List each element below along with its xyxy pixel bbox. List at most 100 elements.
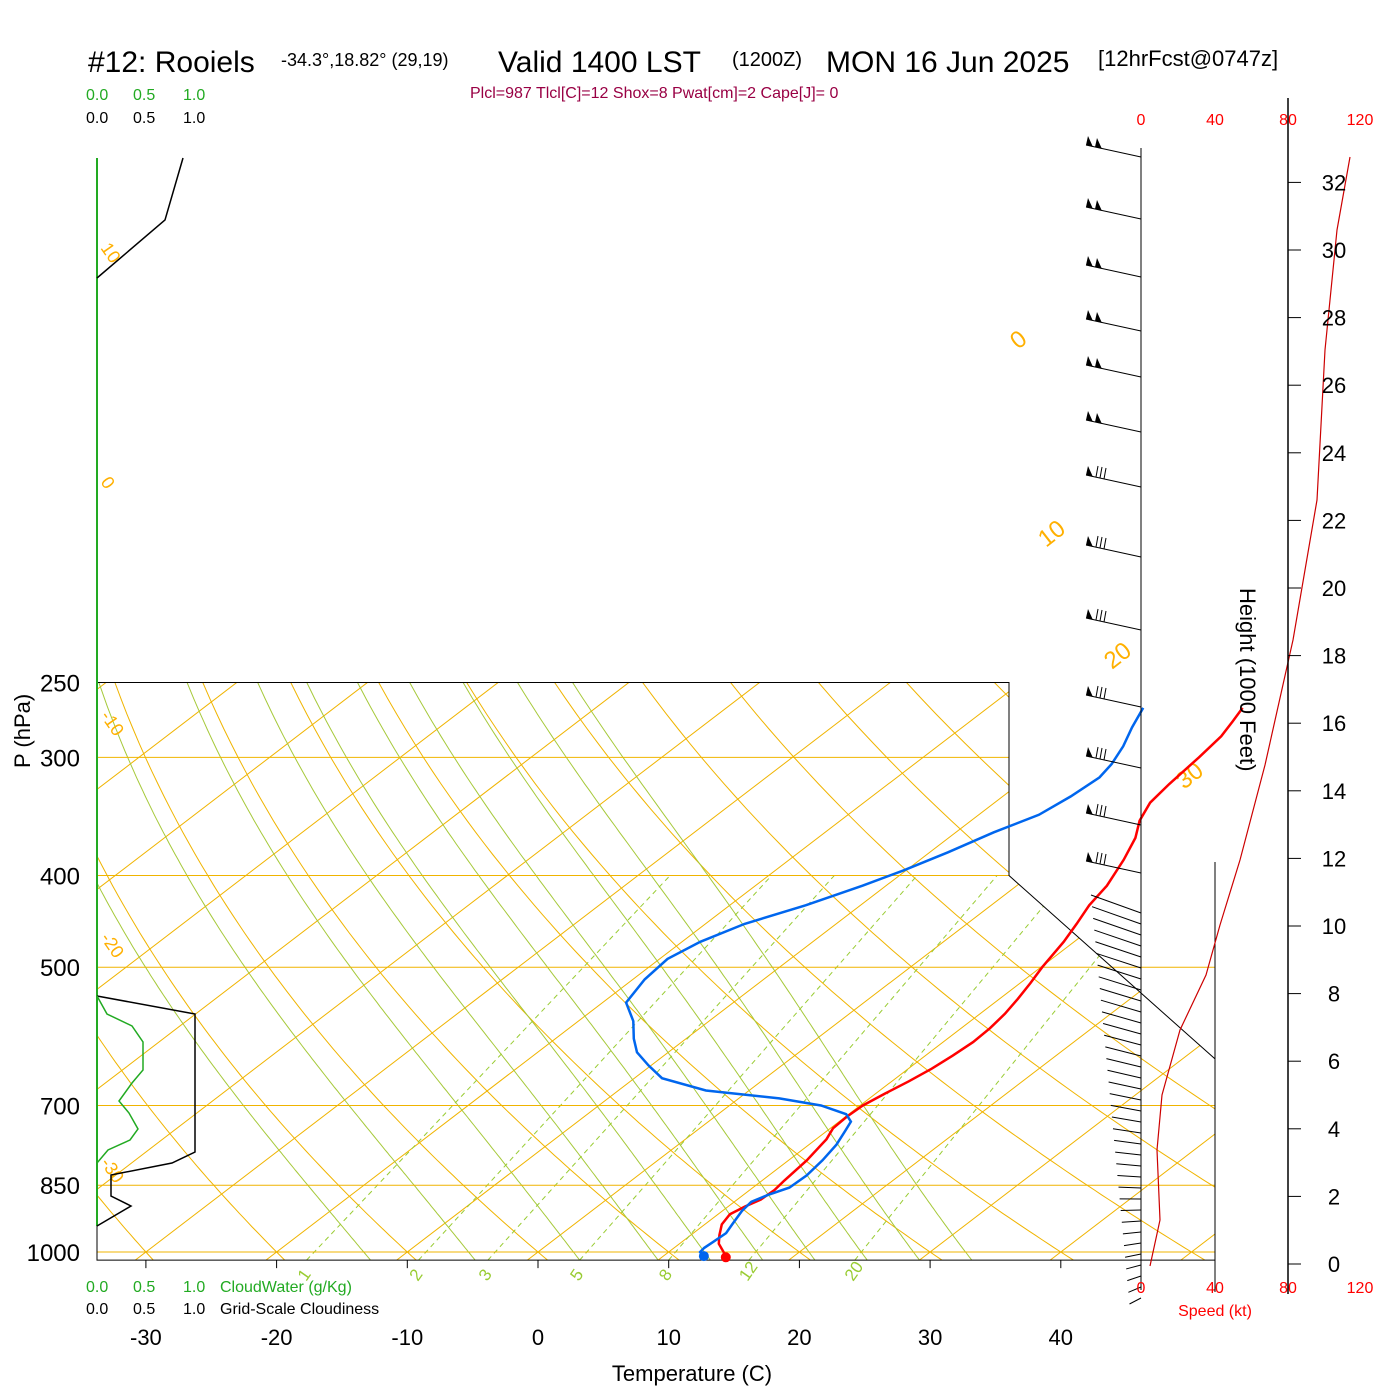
y-axis-label: P (hPa) (10, 694, 35, 768)
wind-barb-shaft (1117, 1174, 1142, 1178)
height-tick-label: 6 (1328, 1049, 1340, 1074)
wind-barb-feather (1103, 537, 1107, 550)
cloudwater-tick-bottom-0: 0.0 (86, 1279, 108, 1296)
mixing-ratio-label: 20 (841, 1258, 867, 1284)
height-tick-label: 18 (1322, 644, 1346, 669)
height-tick-label: 12 (1322, 846, 1346, 871)
wind-barb-feather (1103, 687, 1107, 700)
wind-barb-shaft (1085, 206, 1142, 220)
temperature-tick-label: 40 (1049, 1325, 1073, 1350)
adiabat-label: 20 (1099, 637, 1137, 675)
cloudwater-label: CloudWater (g/Kg) (220, 1279, 352, 1296)
height-tick-label: 30 (1322, 238, 1346, 263)
wind-barb-feather (1095, 746, 1099, 759)
isotherm-line (97, 682, 760, 1261)
wind-barb-feather (1103, 748, 1107, 761)
speed-axis-label: Speed (kt) (1178, 1303, 1252, 1320)
dry-adiabat (97, 682, 417, 1261)
wind-barb-pennant (1086, 804, 1093, 815)
temperature-tick-label: 20 (787, 1325, 811, 1350)
dewpoint-trace (624, 707, 1145, 1257)
wind-barb-shaft (1085, 318, 1142, 332)
forecast-run: [12hrFcst@0747z] (1098, 46, 1278, 71)
wind-barb-shaft (1114, 1139, 1142, 1145)
wind-barb-shaft (1128, 1286, 1142, 1293)
wind-barb-feather (1099, 747, 1103, 760)
wind-barb-shaft (1127, 1275, 1142, 1282)
cloud-panel: 0.0 0.5 1.0 0.0 0.5 1.0 0.0 0.5 1.0 Clou… (86, 87, 379, 1318)
cloudiness-tick-bottom-2: 1.0 (183, 1301, 205, 1318)
height-tick-label: 24 (1322, 441, 1346, 466)
wind-barb-feather (1095, 465, 1099, 478)
height-axis-label: Height (1000 Feet) (1235, 588, 1260, 771)
wind-barb-shaft (1085, 812, 1142, 826)
sounding-series (624, 707, 1244, 1263)
wind-barb-shaft (1106, 1058, 1142, 1068)
wind-barb-shaft (1094, 929, 1142, 947)
wind-barb-pennant (1095, 258, 1102, 269)
wind-barb-pennant (1086, 310, 1093, 321)
height-tick-label: 8 (1328, 982, 1340, 1007)
wind-barb-feather (1095, 803, 1099, 816)
wind-barb-shaft (1108, 1081, 1142, 1090)
wind-barb-shaft (1126, 1264, 1142, 1270)
wind-barb-shaft (1085, 755, 1142, 769)
moist-adiabat (97, 682, 371, 1261)
dry-adiabat (114, 682, 548, 1261)
cloudwater-tick-bottom-2: 1.0 (183, 1279, 205, 1296)
wind-barb-shaft (1095, 941, 1142, 958)
wind-barb-feather (1095, 685, 1099, 698)
dry-adiabat (0, 683, 22, 1261)
pressure-tick-label: 250 (40, 670, 80, 697)
cloudiness-tick-top-0: 0.0 (86, 110, 108, 127)
cloudwater-tick-top-2: 1.0 (183, 87, 205, 104)
wind-barb-shaft (1121, 1220, 1142, 1223)
wind-barb-shaft (1123, 1242, 1142, 1247)
forecast-date: MON 16 Jun 2025 (826, 46, 1069, 79)
mixing-ratio-line (306, 875, 671, 1261)
station-coords: -34.3°,18.82° (29,19) (281, 50, 449, 70)
wind-barb-shaft (1122, 1231, 1142, 1235)
mixing-ratio-label: 2 (406, 1266, 427, 1285)
isotherm-line (657, 682, 1215, 1261)
wind-barb-pennant (1086, 356, 1093, 367)
wind-barb-shaft (1100, 999, 1142, 1013)
speed-tick-top: 0 (1137, 112, 1146, 129)
adiabat-label: 0 (1005, 325, 1032, 355)
wind-barb-feather (1103, 805, 1107, 818)
wind-barb-feather (1095, 535, 1099, 548)
height-tick-label: 0 (1328, 1252, 1340, 1277)
wind-barb-shaft (1109, 1093, 1142, 1101)
wind-barb-pennant (1086, 198, 1093, 209)
speed-tick-bottom: 120 (1347, 1280, 1374, 1297)
pressure-tick-label: 700 (40, 1093, 80, 1120)
dry-adiabat (202, 682, 680, 1261)
wind-barb-shaft (1085, 474, 1142, 488)
moist-adiabat (357, 682, 764, 1261)
pressure-tick-label: 850 (40, 1173, 80, 1200)
wind-barb-shaft (1085, 144, 1142, 158)
station-name: #12: Rooiels (88, 46, 255, 79)
wind-barb-shaft (1115, 1151, 1142, 1156)
cloudwater-tick-top-1: 0.5 (133, 87, 155, 104)
wind-barbs (1085, 136, 1142, 1305)
wind-barb-shaft (1104, 1034, 1142, 1046)
wind-barb-shaft (1129, 1297, 1142, 1305)
speed-tick-bottom: 0 (1137, 1280, 1146, 1297)
wind-barb-pennant (1086, 136, 1093, 147)
pressure-tick-label: 1000 (27, 1240, 80, 1267)
wind-barb-pennant (1086, 852, 1093, 863)
height-tick-label: 32 (1322, 170, 1346, 195)
moist-adiabat (517, 682, 920, 1261)
pressure-tick-label: 500 (40, 955, 80, 982)
wind-barb-shaft (1102, 1023, 1142, 1035)
surface-dewpoint-dot (698, 1251, 709, 1262)
isotherm-line (97, 682, 368, 1261)
wind-barb-shaft (1085, 860, 1142, 874)
wind-barb-pennant (1086, 536, 1093, 547)
wind-barb-shaft (1112, 1128, 1142, 1134)
wind-barb-feather (1099, 466, 1103, 479)
dry-adiabat (1346, 683, 1400, 1261)
isotherm-line (97, 682, 630, 1261)
